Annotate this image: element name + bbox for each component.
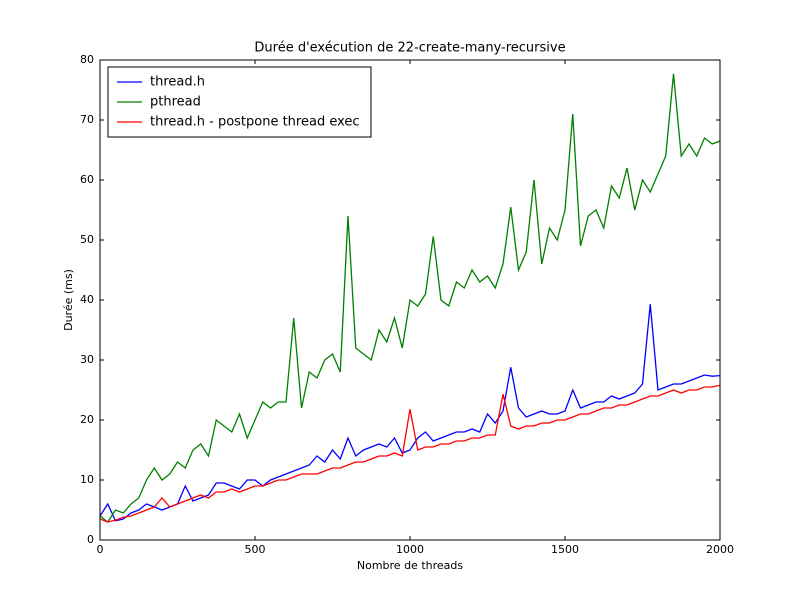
- y-tick-label: 70: [80, 113, 94, 126]
- x-tick-label: 500: [245, 543, 266, 556]
- y-tick-label: 60: [80, 173, 94, 186]
- y-tick-label: 20: [80, 413, 94, 426]
- data-line: [99, 304, 721, 522]
- plot-area: 0 10 20 30 40 50 60 70 80 0 500 1000 1500 2000 thread.…: [80, 53, 734, 556]
- y-tick-label: 50: [80, 233, 94, 246]
- x-tick-label: 0: [97, 543, 104, 556]
- chart-title: Durée d'exécution de 22-create-many-recu…: [254, 41, 565, 56]
- data-line: [99, 384, 721, 523]
- y-tick-label: 30: [80, 353, 94, 366]
- legend-box: [107, 66, 372, 138]
- legend-label: pthread: [150, 95, 201, 110]
- y-tick-label: 80: [80, 53, 94, 66]
- x-axis-label: Nombre de threads: [357, 559, 464, 572]
- data-line: [99, 73, 721, 523]
- legend-label: thread.h - postpone thread exec: [150, 115, 360, 130]
- y-tick-label: 40: [80, 293, 94, 306]
- axes-frame: [99, 59, 721, 541]
- y-tick-label: 10: [80, 473, 94, 486]
- y-axis-label: Durée (ms): [62, 269, 75, 331]
- x-tick-label: 2000: [706, 543, 734, 556]
- x-tick-label: 1500: [551, 543, 579, 556]
- y-tick-label: 0: [87, 533, 94, 546]
- x-tick-label: 1000: [396, 543, 424, 556]
- legend-label: thread.h: [150, 75, 205, 90]
